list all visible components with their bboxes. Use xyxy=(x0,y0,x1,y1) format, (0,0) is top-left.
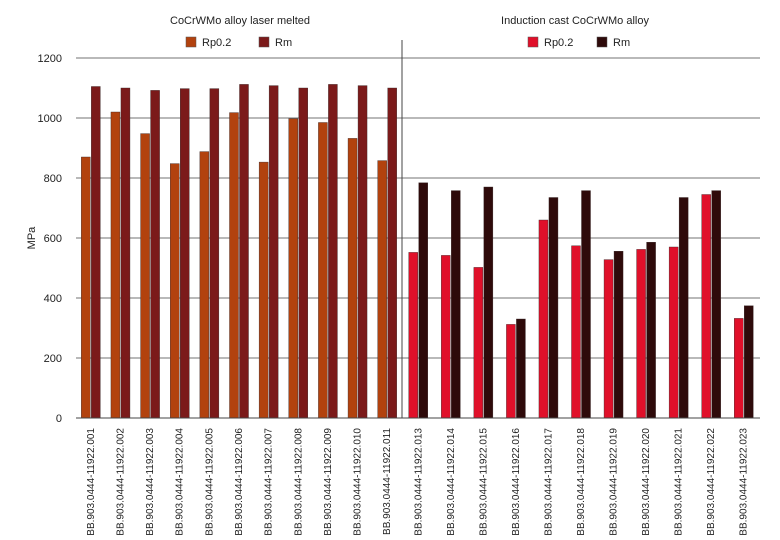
bar-rp02-1 xyxy=(408,252,418,419)
bar-rm-8 xyxy=(646,241,656,419)
bar-rp02-8 xyxy=(288,118,298,419)
x-tick-label: BB.903.0444-11922.003 xyxy=(145,428,156,536)
bar-rm-9 xyxy=(328,84,338,419)
x-tick-label: BB.903.0444-11922.010 xyxy=(353,428,364,536)
bars xyxy=(81,84,754,419)
legend-swatch-rm-right xyxy=(596,36,608,48)
bar-rm-11 xyxy=(744,305,754,419)
x-tick-label: BB.903.0444-11922.008 xyxy=(293,428,304,536)
panel-title-induction-cast: Induction cast CoCrWMo alloy xyxy=(501,15,649,27)
bar-rp02-9 xyxy=(318,122,328,419)
bar-rm-1 xyxy=(418,182,428,419)
grid-lines xyxy=(76,57,760,359)
x-tick-label: BB.903.0444-11922.018 xyxy=(576,428,587,536)
bar-rm-4 xyxy=(516,318,526,419)
bar-rp02-4 xyxy=(506,324,516,419)
bar-rm-7 xyxy=(613,250,624,419)
bar-rm-3 xyxy=(150,90,160,419)
bar-rp02-5 xyxy=(199,151,210,419)
x-tick-label: BB.903.0444-11922.019 xyxy=(609,428,620,536)
bar-rp02-4 xyxy=(170,163,180,419)
legend-swatch-rp02-right xyxy=(527,36,539,48)
x-tick-labels: BB.903.0444-11922.001 BB.903.0444-11922.0… xyxy=(86,428,750,536)
bar-rp02-6 xyxy=(571,245,581,419)
bar-rm-2 xyxy=(451,190,461,419)
y-axis: 0 200 400 600 800 1000 1200 xyxy=(38,53,62,425)
legend-label-rm-left: Rm xyxy=(275,37,292,49)
x-tick-label: BB.903.0444-11922.020 xyxy=(641,428,652,536)
bar-rm-11 xyxy=(387,87,397,419)
bar-rm-6 xyxy=(581,190,591,419)
x-tick-label: BB.903.0444-11922.023 xyxy=(739,428,750,536)
x-tick-label: BB.903.0444-11922.014 xyxy=(446,428,457,536)
x-tick-label: BB.903.0444-11922.022 xyxy=(706,428,717,536)
x-tick-label: BB.903.0444-11922.009 xyxy=(323,428,334,536)
x-tick-label: BB.903.0444-11922.011 xyxy=(382,428,393,535)
x-tick-label: BB.903.0444-11922.015 xyxy=(478,428,489,536)
bar-rm-7 xyxy=(268,85,279,419)
x-tick-label: BB.903.0444-11922.006 xyxy=(234,428,245,536)
x-tick-label: BB.903.0444-11922.001 xyxy=(86,428,97,536)
bar-rm-3 xyxy=(483,186,494,419)
bar-rp02-3 xyxy=(473,267,484,419)
bar-rp02-9 xyxy=(668,246,679,419)
bar-rm-10 xyxy=(357,85,368,419)
panel-title-laser-melted: CoCrWMo alloy laser melted xyxy=(170,15,310,27)
legend-swatch-rp02-left xyxy=(185,36,197,48)
y-tick-label: 1200 xyxy=(38,53,62,65)
bar-rm-5 xyxy=(548,197,559,419)
bar-rp02-7 xyxy=(258,161,269,419)
x-tick-label: BB.903.0444-11922.002 xyxy=(115,428,126,536)
panel-header-left: CoCrWMo alloy laser melted Rp0.2 Rm xyxy=(170,15,310,49)
bar-rp02-10 xyxy=(347,138,358,419)
bar-rp02-8 xyxy=(636,249,646,419)
x-tick-label: BB.903.0444-11922.013 xyxy=(413,428,424,536)
bar-rm-10 xyxy=(711,190,721,419)
bar-rp02-7 xyxy=(603,259,614,419)
bar-rm-8 xyxy=(298,87,308,419)
bar-rm-1 xyxy=(91,86,101,419)
x-tick-label: BB.903.0444-11922.021 xyxy=(674,428,685,536)
bar-rp02-1 xyxy=(81,156,91,419)
bar-rm-5 xyxy=(209,88,220,419)
y-tick-label: 400 xyxy=(44,293,62,305)
bar-rp02-6 xyxy=(229,112,239,419)
y-tick-label: 1000 xyxy=(38,113,62,125)
bar-rp02-3 xyxy=(140,133,150,419)
bar-rp02-5 xyxy=(538,219,549,419)
x-tick-label: BB.903.0444-11922.017 xyxy=(543,428,554,536)
y-axis-label: MPa xyxy=(26,226,38,250)
bar-rm-9 xyxy=(678,197,689,419)
bar-rp02-11 xyxy=(377,160,387,419)
x-tick-label: BB.903.0444-11922.016 xyxy=(511,428,522,536)
x-tick-label: BB.903.0444-11922.004 xyxy=(175,428,186,536)
legend-label-rp02-right: Rp0.2 xyxy=(544,37,573,49)
legend-label-rp02-left: Rp0.2 xyxy=(202,37,231,49)
y-tick-label: 800 xyxy=(44,173,62,185)
bar-rp02-11 xyxy=(734,318,744,419)
bar-rp02-2 xyxy=(441,255,451,419)
y-tick-label: 0 xyxy=(56,413,62,425)
y-tick-label: 200 xyxy=(44,353,62,365)
y-tick-label: 600 xyxy=(44,233,62,245)
panel-header-right: Induction cast CoCrWMo alloy Rp0.2 Rm xyxy=(501,15,649,49)
x-tick-label: BB.903.0444-11922.007 xyxy=(264,428,275,536)
legend-label-rm-right: Rm xyxy=(613,37,630,49)
bar-rp02-10 xyxy=(701,194,711,419)
bar-rm-4 xyxy=(180,88,190,419)
bar-rp02-2 xyxy=(110,111,121,419)
bar-rm-6 xyxy=(239,84,249,419)
legend-swatch-rm-left xyxy=(258,36,270,48)
bar-rm-2 xyxy=(120,87,131,419)
x-tick-label: BB.903.0444-11922.005 xyxy=(204,428,215,536)
